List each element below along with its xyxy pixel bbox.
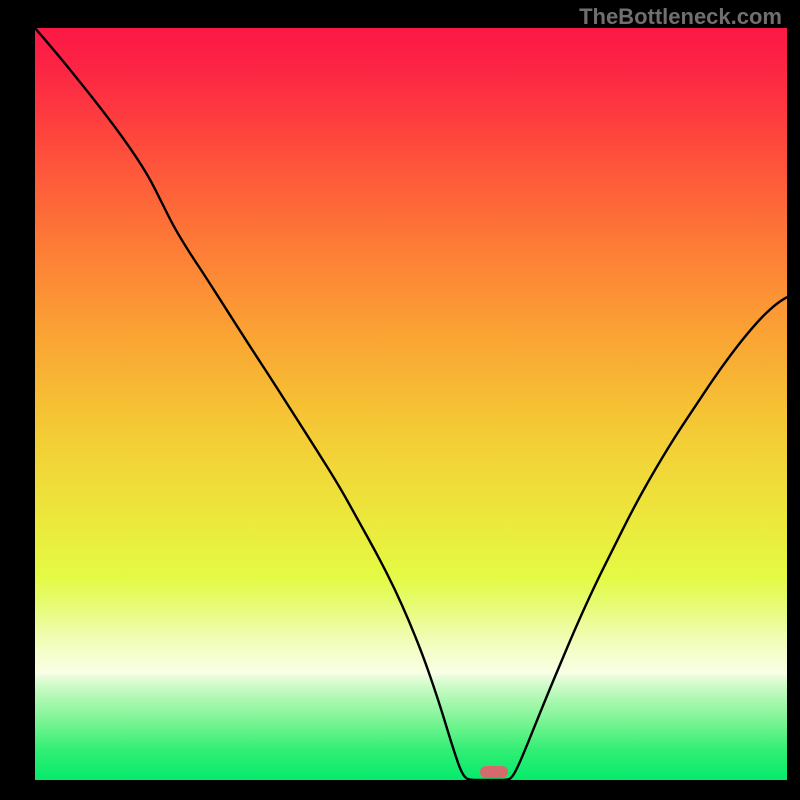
stage: { "canvas": { "width": 800, "height": 80… bbox=[0, 0, 800, 800]
bottleneck-marker bbox=[480, 766, 508, 778]
watermark-text: TheBottleneck.com bbox=[579, 4, 782, 30]
curve-layer bbox=[35, 28, 787, 780]
plot-area bbox=[35, 28, 787, 780]
bottleneck-curve bbox=[35, 28, 787, 780]
